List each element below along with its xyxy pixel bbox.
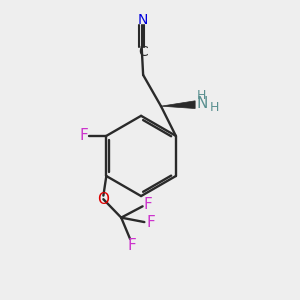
Text: H: H	[197, 89, 206, 102]
Polygon shape	[161, 101, 195, 109]
Text: N: N	[196, 96, 207, 111]
Text: F: F	[144, 197, 152, 212]
Text: H: H	[210, 100, 219, 114]
Text: F: F	[127, 238, 136, 253]
Text: C: C	[138, 45, 148, 59]
Text: F: F	[79, 128, 88, 143]
Text: N: N	[138, 13, 148, 27]
Text: O: O	[98, 192, 110, 207]
Text: F: F	[146, 214, 155, 230]
